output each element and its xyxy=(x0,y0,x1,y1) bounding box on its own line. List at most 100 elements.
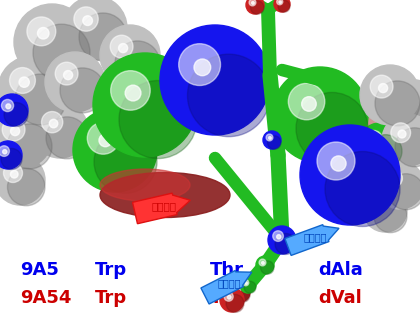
Circle shape xyxy=(194,59,211,76)
Ellipse shape xyxy=(374,200,407,233)
Circle shape xyxy=(376,161,420,209)
Circle shape xyxy=(227,295,231,299)
Text: メチル基: メチル基 xyxy=(303,232,327,242)
Text: dAla: dAla xyxy=(318,261,363,279)
Ellipse shape xyxy=(46,117,88,159)
Circle shape xyxy=(288,83,325,120)
Circle shape xyxy=(27,17,56,46)
Circle shape xyxy=(370,196,387,212)
Circle shape xyxy=(370,75,393,98)
Circle shape xyxy=(2,118,25,141)
Circle shape xyxy=(365,130,382,147)
Ellipse shape xyxy=(60,68,105,113)
Circle shape xyxy=(268,226,296,254)
Circle shape xyxy=(111,71,150,110)
Text: Trp: Trp xyxy=(95,289,127,307)
Circle shape xyxy=(391,176,398,183)
Circle shape xyxy=(268,137,271,139)
Circle shape xyxy=(230,282,250,302)
Ellipse shape xyxy=(278,0,290,12)
Circle shape xyxy=(224,292,233,301)
Circle shape xyxy=(160,25,270,135)
Circle shape xyxy=(259,259,266,266)
Circle shape xyxy=(402,87,417,102)
Circle shape xyxy=(360,65,420,125)
FancyArrow shape xyxy=(285,225,339,256)
Text: dVal: dVal xyxy=(318,289,362,307)
Circle shape xyxy=(266,134,273,141)
Circle shape xyxy=(45,52,105,112)
Circle shape xyxy=(256,256,274,274)
Circle shape xyxy=(19,77,29,87)
Ellipse shape xyxy=(260,261,274,274)
Ellipse shape xyxy=(79,13,127,61)
Ellipse shape xyxy=(250,1,264,14)
Circle shape xyxy=(0,141,22,169)
Text: 9A54: 9A54 xyxy=(20,289,71,307)
Text: Trp: Trp xyxy=(95,261,127,279)
Text: メチル基: メチル基 xyxy=(152,201,177,211)
Circle shape xyxy=(331,156,346,171)
Circle shape xyxy=(0,56,66,124)
Circle shape xyxy=(384,169,402,187)
Ellipse shape xyxy=(33,24,90,81)
Circle shape xyxy=(363,188,407,232)
Circle shape xyxy=(10,68,35,93)
Circle shape xyxy=(249,0,256,6)
Text: 9A5: 9A5 xyxy=(20,261,59,279)
Circle shape xyxy=(395,80,420,120)
Circle shape xyxy=(93,53,197,157)
Circle shape xyxy=(300,125,400,225)
Text: Thr: Thr xyxy=(210,261,244,279)
Circle shape xyxy=(37,27,49,39)
Circle shape xyxy=(234,285,241,293)
Circle shape xyxy=(99,134,112,147)
Ellipse shape xyxy=(100,173,230,217)
Circle shape xyxy=(317,142,355,180)
Ellipse shape xyxy=(8,168,45,206)
Circle shape xyxy=(407,92,413,98)
Ellipse shape xyxy=(388,174,420,210)
Circle shape xyxy=(100,25,160,85)
Circle shape xyxy=(398,130,406,138)
Circle shape xyxy=(110,35,133,58)
FancyArrow shape xyxy=(201,271,252,304)
Circle shape xyxy=(302,97,316,111)
Circle shape xyxy=(236,288,239,291)
Ellipse shape xyxy=(94,130,157,193)
Text: Tle: Tle xyxy=(210,289,241,307)
Circle shape xyxy=(220,288,244,312)
Circle shape xyxy=(391,123,411,143)
Circle shape xyxy=(63,0,127,60)
FancyArrow shape xyxy=(133,193,190,224)
Ellipse shape xyxy=(100,169,190,201)
Circle shape xyxy=(272,67,368,163)
Circle shape xyxy=(277,0,283,5)
Ellipse shape xyxy=(15,74,66,125)
Circle shape xyxy=(87,122,119,154)
Ellipse shape xyxy=(235,287,250,302)
Circle shape xyxy=(32,102,88,158)
Ellipse shape xyxy=(325,151,400,226)
Circle shape xyxy=(178,44,220,85)
Ellipse shape xyxy=(1,148,22,170)
Circle shape xyxy=(6,104,11,109)
Circle shape xyxy=(83,16,92,25)
Ellipse shape xyxy=(119,80,197,158)
Ellipse shape xyxy=(375,81,420,126)
Circle shape xyxy=(3,150,7,154)
Circle shape xyxy=(1,99,13,112)
Circle shape xyxy=(378,83,388,93)
Circle shape xyxy=(279,1,281,3)
Circle shape xyxy=(243,280,249,286)
Ellipse shape xyxy=(296,92,368,164)
Circle shape xyxy=(0,155,45,205)
Ellipse shape xyxy=(226,294,244,312)
Ellipse shape xyxy=(4,103,28,127)
Circle shape xyxy=(273,231,284,242)
Circle shape xyxy=(0,94,28,126)
Circle shape xyxy=(274,0,290,12)
Circle shape xyxy=(372,137,378,143)
Ellipse shape xyxy=(405,90,420,121)
Ellipse shape xyxy=(244,281,256,293)
